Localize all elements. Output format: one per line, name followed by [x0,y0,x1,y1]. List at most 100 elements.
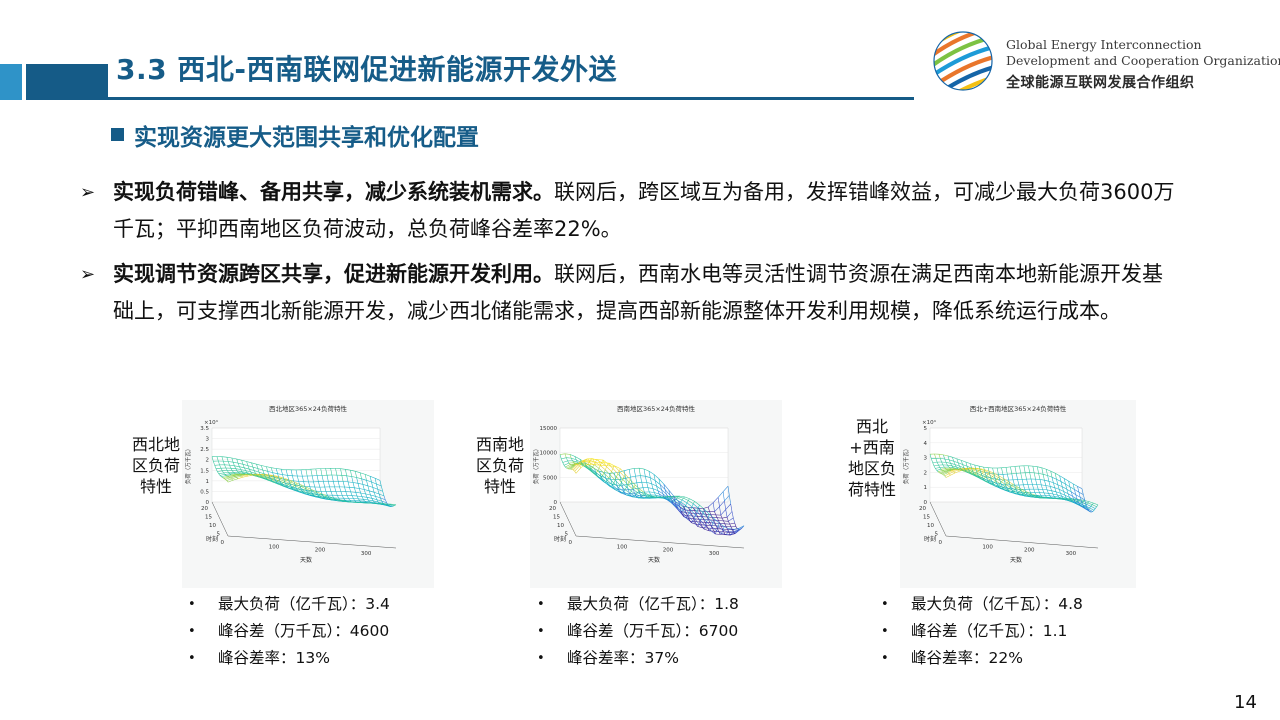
bullet-2-text: 联网后，西南水电等灵活性调节资源在满足西南本地新能源开发基础上，可支撑西北新能源… [113,262,1163,323]
z-tick-label: 3.5 [200,426,209,432]
chart-1-label: 西北地区负荷特性 [131,435,180,496]
bullet-point-2: ➢ 实现调节资源跨区共享，促进新能源开发利用。联网后，西南水电等灵活性调节资源在… [80,256,1180,330]
bullet-point-1: ➢ 实现负荷错峰、备用共享，减少系统装机需求。联网后，跨区域互为备用，发挥错峰效… [80,174,1180,248]
hour-tick-label: 15 [205,515,212,521]
hour-tick-label: 5 [935,532,939,538]
z-tick-label: 4 [924,441,928,447]
stat-item: • 峰谷差（亿千瓦）：1.1 [881,622,1068,640]
stat-item: • 峰谷差率：22% [881,649,1023,667]
hour-tick-label: 20 [549,506,556,512]
hour-axis-label: 时刻 [554,535,566,543]
z-tick-label: 5000 [543,475,557,481]
stat-item: • 最大负荷（亿千瓦）：1.8 [537,595,739,613]
z-tick-label: 0.5 [200,489,209,495]
org-name-english-line2: Development and Cooperation Organization [1006,53,1280,68]
stat-item: • 最大负荷（亿千瓦）：3.4 [188,595,390,613]
hour-tick-label: 20 [919,506,926,512]
header-bar-dark [26,64,108,100]
hour-tick-label: 10 [927,523,934,529]
z-tick-label: 10000 [540,451,558,457]
geidco-globe-logo [933,31,993,91]
day-tick-label: 300 [1066,551,1077,557]
org-name-english: Global Energy Interconnection Developmen… [1006,37,1280,69]
chart-1-northwest-load: 西北地区365×24负荷特性 ×10⁴ 3.5 3 2.5 2 1.5 1 0.5 0 负荷（万千瓦… [182,400,434,588]
surface-plot: 西北+西南地区365×24负荷特性×10⁴543210负荷（万千瓦）201510… [902,404,1099,564]
header-bar-light [0,64,22,100]
hour-tick-label: 10 [557,523,564,529]
surface-mesh [211,456,397,507]
day-tick-label: 300 [709,551,720,557]
bullet-1-text: 联网后，跨区域互为备用，发挥错峰效益，可减少最大负荷3600万千瓦；平抑西南地区… [113,180,1175,241]
chart-2-stats: • 最大负荷（亿千瓦）：1.8 • 峰谷差（万千瓦）：6700 • 峰谷差率：37% [537,591,739,672]
z-tick-label: 0 [554,500,558,506]
stat-item: • 最大负荷（亿千瓦）：4.8 [881,595,1083,613]
hour-axis-label: 时刻 [206,535,218,543]
page-number: 14 [1234,692,1257,713]
bullet-1-bold: 实现负荷错峰、备用共享，减少系统装机需求。 [113,180,554,204]
z-tick-label: 1.5 [200,468,209,474]
z-tick-label: 15000 [540,426,558,432]
day-tick-label: 200 [315,548,326,554]
surface-plot: 西南地区365×24负荷特性 15000 10000 5000 0 负荷（万千瓦） 20 15… [532,404,745,564]
hour-tick-label: 15 [553,515,560,521]
hour-tick-label: 0 [221,540,225,546]
hour-tick-label: 15 [923,515,930,521]
z-tick-label: 3 [206,437,210,443]
plot-title: 西北+西南地区365×24负荷特性 [970,404,1067,413]
day-axis-label: 天数 [648,556,660,564]
z-tick-label: 1 [924,485,928,491]
chart-3-stats: • 最大负荷（亿千瓦）：4.8 • 峰谷差（亿千瓦）：1.1 • 峰谷差率：22% [881,591,1083,672]
chart-3-label: 西北+西南地区负荷特性 [847,417,896,499]
org-name-english-line1: Global Energy Interconnection [1006,37,1202,52]
z-axis-label: 负荷（万千瓦） [902,446,910,485]
z-exponent: ×10⁴ [204,419,219,426]
stat-item: • 峰谷差率：13% [188,649,330,667]
hour-tick-label: 0 [569,540,573,546]
z-tick-label: 0 [206,500,210,506]
bullet-2-bold: 实现调节资源跨区共享，促进新能源开发利用。 [113,262,554,286]
stat-item: • 峰谷差（万千瓦）：6700 [537,622,739,640]
z-tick-label: 2.5 [200,447,209,453]
day-tick-label: 100 [617,544,628,550]
section-subheading: 实现资源更大范围共享和优化配置 [134,125,479,151]
day-tick-label: 200 [1024,548,1035,554]
z-axis-label: 负荷（万千瓦） [184,446,192,485]
stat-item: • 峰谷差（万千瓦）：4600 [188,622,390,640]
hour-tick-label: 0 [939,540,943,546]
z-tick-label: 0 [924,500,928,506]
z-tick-label: 3 [924,456,928,462]
chart-3-combined-load: 西北+西南地区365×24负荷特性 ×10⁴ 5 4 3 2 1 0 负荷（万千瓦） 20 15 10… [900,400,1136,588]
square-bullet-icon [111,128,124,141]
day-tick-label: 100 [269,544,280,550]
z-tick-label: 2 [924,470,928,476]
z-exponent: ×10⁴ [922,419,937,426]
hour-tick-label: 20 [201,506,208,512]
z-axis-label: 负荷（万千瓦） [532,446,540,485]
hour-tick-label: 10 [209,523,216,529]
day-tick-label: 100 [982,544,993,550]
hour-axis-label: 时刻 [924,535,936,543]
z-tick-label: 2 [206,458,210,464]
page-title: 3.3 西北-西南联网促进新能源开发外送 [116,53,617,86]
day-tick-label: 200 [663,548,674,554]
day-axis-label: 天数 [300,556,312,564]
z-tick-label: 5 [924,426,928,432]
day-axis-label: 天数 [1010,556,1022,564]
arrow-bullet-icon: ➢ [80,182,96,203]
surface-mesh [929,453,1099,513]
z-tick-label: 1 [206,479,210,485]
surface-mesh [559,453,745,536]
hour-tick-label: 5 [217,532,221,538]
title-underline [108,97,914,100]
chart-1-stats: • 最大负荷（亿千瓦）：3.4 • 峰谷差（万千瓦）：4600 • 峰谷差率：13% [188,591,390,672]
hour-tick-label: 5 [565,532,569,538]
plot-title: 西南地区365×24负荷特性 [617,404,696,413]
plot-title: 西北地区365×24负荷特性 [269,404,348,413]
chart-2-label: 西南地区负荷特性 [475,435,524,496]
arrow-bullet-icon: ➢ [80,264,96,285]
org-name-chinese: 全球能源互联网发展合作组织 [1006,75,1195,91]
chart-2-southwest-load: 西南地区365×24负荷特性 15000 10000 5000 0 负荷（万千瓦） 20 15… [530,400,782,588]
stat-item: • 峰谷差率：37% [537,649,679,667]
day-tick-label: 300 [361,551,372,557]
